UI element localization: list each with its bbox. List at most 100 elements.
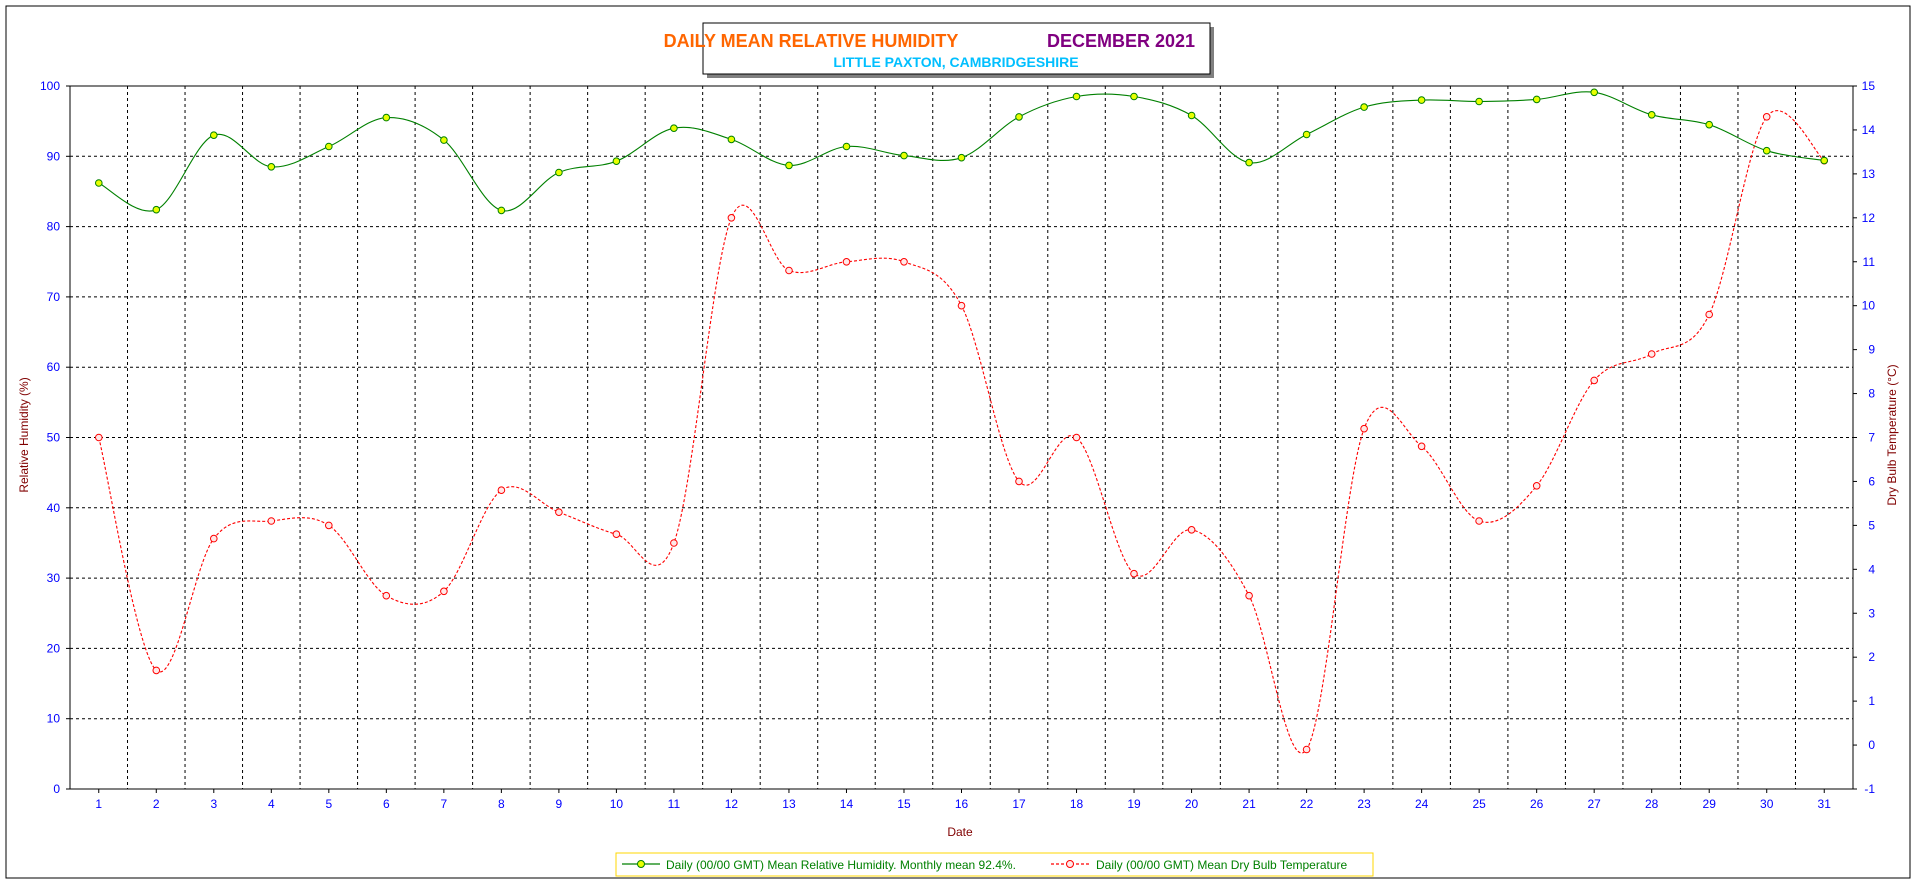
humidity-data-point — [1187, 111, 1196, 120]
humidity-data-point — [1417, 96, 1426, 104]
x-tick-label: 18 — [1070, 797, 1084, 811]
x-axis-label: Date — [947, 825, 973, 839]
humidity-data-point — [1762, 146, 1771, 155]
humidity-data-point — [670, 124, 678, 132]
y-right-tick-label: 7 — [1868, 431, 1875, 445]
humidity-data-point — [267, 163, 276, 171]
x-tick-label: 10 — [610, 797, 624, 811]
chart-title-date: DECEMBER 2021 — [1047, 31, 1195, 51]
y-left-tick-label: 0 — [53, 782, 60, 796]
temperature-data-point — [842, 258, 851, 266]
temperature-data-point — [612, 530, 621, 539]
temperature-data-point — [1245, 591, 1253, 600]
x-tick-label: 11 — [668, 797, 681, 811]
temperature-data-point — [152, 666, 161, 675]
temperature-data-point — [1590, 376, 1598, 385]
humidity-data-point — [497, 206, 506, 215]
x-tick-label: 30 — [1760, 797, 1774, 811]
temperature-data-point — [210, 534, 218, 543]
humidity-data-point — [957, 153, 966, 162]
temperature-data-point — [1015, 477, 1023, 486]
humidity-data-point — [1302, 130, 1311, 139]
humidity-data-point — [727, 135, 736, 144]
temperature-data-point — [1475, 517, 1483, 525]
temperature-data-point — [785, 266, 793, 275]
temperature-data-point — [497, 486, 506, 495]
y-right-tick-label: 5 — [1868, 518, 1875, 532]
y-left-tick-label: 90 — [47, 149, 61, 163]
humidity-data-point — [95, 179, 103, 187]
y-left-tick-label: 80 — [47, 220, 61, 234]
x-tick-label: 29 — [1703, 797, 1717, 811]
temperature-data-point — [325, 521, 333, 530]
temperature-data-point — [1532, 482, 1541, 490]
x-tick-label: 6 — [383, 797, 390, 811]
y-right-tick-label: 9 — [1868, 343, 1875, 357]
humidity-data-point — [1705, 120, 1713, 129]
title-box — [702, 22, 1211, 75]
x-tick-label: 19 — [1127, 797, 1141, 811]
x-tick-label: 3 — [210, 797, 217, 811]
humidity-data-point — [1532, 95, 1541, 104]
temperature-data-point — [1302, 745, 1311, 754]
x-tick-label: 4 — [268, 797, 275, 811]
x-tick-label: 7 — [441, 797, 448, 811]
y-left-tick-label: 20 — [47, 641, 61, 655]
y-right-tick-label: 6 — [1868, 474, 1875, 488]
x-tick-label: 16 — [955, 797, 969, 811]
y-left-tick-label: 50 — [47, 431, 61, 445]
legend-humidity-label: Daily (00/00 GMT) Mean Relative Humidity… — [666, 858, 1016, 872]
humidity-data-point — [1072, 92, 1081, 101]
y-right-tick-label: 14 — [1862, 123, 1876, 137]
temperature-data-point — [1130, 569, 1138, 578]
y-left-tick-label: 10 — [47, 712, 61, 726]
humidity-data-point — [210, 131, 218, 139]
y-right-tick-label: 4 — [1868, 562, 1875, 576]
humidity-data-point — [1647, 111, 1656, 119]
tick-labels: 0102030405060708090100-10123456789101112… — [40, 79, 1875, 811]
temperature-data-point — [1705, 310, 1713, 319]
humidity-data-point — [1245, 158, 1253, 167]
humidity-data-point — [1820, 156, 1828, 165]
x-tick-label: 5 — [325, 797, 332, 811]
x-tick-label: 21 — [1242, 797, 1256, 811]
y-right-tick-label: 1 — [1868, 694, 1875, 708]
temperature-data-point — [670, 539, 678, 547]
temperature-data-point — [1417, 442, 1426, 451]
y-right-tick-label: 2 — [1868, 650, 1875, 664]
x-tick-label: 23 — [1357, 797, 1371, 811]
humidity-data-point — [900, 151, 908, 160]
chart-subtitle: LITTLE PAXTON, CAMBRIDGESHIRE — [833, 54, 1078, 70]
humidity-data-point — [152, 205, 161, 214]
legend-humidity-marker — [637, 860, 645, 868]
x-tick-label: 26 — [1530, 797, 1544, 811]
x-tick-label: 27 — [1587, 797, 1601, 811]
y-right-tick-label: 8 — [1868, 387, 1875, 401]
y-left-tick-label: 70 — [47, 290, 61, 304]
x-tick-label: 31 — [1818, 797, 1832, 811]
temperature-data-point — [1360, 424, 1368, 433]
series — [95, 88, 1828, 754]
y-left-tick-label: 30 — [47, 571, 61, 585]
temperature-data-point — [1187, 526, 1196, 534]
y-right-tick-label: 13 — [1862, 167, 1876, 181]
x-tick-label: 9 — [556, 797, 563, 811]
y-right-tick-label: 12 — [1862, 211, 1876, 225]
temperature-series-line — [98, 110, 1825, 754]
y-right-tick-label: 10 — [1862, 299, 1876, 313]
x-tick-label: 13 — [782, 797, 796, 811]
y-left-tick-label: 60 — [47, 360, 61, 374]
y-axis-right-label: Dry Bulb Temperature (°C) — [1885, 364, 1899, 505]
humidity-data-point — [1475, 97, 1483, 106]
y-axis-left-label: Relative Humidity (%) — [17, 377, 31, 492]
humidity-data-point — [1015, 113, 1023, 121]
x-tick-label: 22 — [1300, 797, 1314, 811]
temperature-data-point — [1762, 113, 1771, 121]
temperature-data-point — [1647, 350, 1656, 358]
x-tick-label: 25 — [1472, 797, 1486, 811]
x-tick-label: 8 — [498, 797, 505, 811]
humidity-data-point — [440, 136, 448, 144]
x-tick-label: 15 — [897, 797, 911, 811]
x-tick-label: 14 — [840, 797, 854, 811]
